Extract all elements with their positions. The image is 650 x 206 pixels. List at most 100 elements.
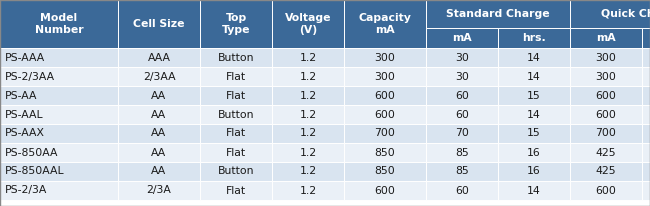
Text: PS-AAX: PS-AAX	[5, 129, 45, 138]
Text: 14: 14	[527, 185, 541, 195]
Text: 85: 85	[455, 147, 469, 158]
Bar	[642, 124, 650, 143]
Text: mA: mA	[452, 33, 472, 43]
Bar	[344, 67, 426, 86]
Text: Flat: Flat	[226, 147, 246, 158]
Text: 16: 16	[527, 166, 541, 177]
Text: 1.2: 1.2	[300, 110, 317, 119]
Text: Standard Charge: Standard Charge	[446, 9, 550, 19]
Text: 70: 70	[455, 129, 469, 138]
Text: AA: AA	[151, 90, 166, 101]
Text: Voltage
(V): Voltage (V)	[285, 13, 332, 35]
Text: Button: Button	[218, 53, 254, 62]
Bar	[498, 124, 570, 143]
Bar	[344, 0, 426, 48]
Bar	[272, 48, 344, 67]
Bar	[426, 162, 498, 181]
Bar	[570, 181, 642, 200]
Bar	[570, 124, 642, 143]
Text: 1.2: 1.2	[300, 185, 317, 195]
Text: 30: 30	[455, 71, 469, 82]
Bar	[642, 105, 650, 124]
Bar	[118, 124, 200, 143]
Bar	[498, 181, 570, 200]
Bar	[426, 67, 498, 86]
Text: 600: 600	[374, 185, 395, 195]
Bar	[272, 105, 344, 124]
Bar	[426, 0, 570, 28]
Bar	[344, 105, 426, 124]
Bar	[0, 162, 118, 181]
Bar	[570, 162, 642, 181]
Bar	[426, 124, 498, 143]
Bar	[642, 48, 650, 67]
Text: 425: 425	[595, 166, 616, 177]
Text: Flat: Flat	[226, 90, 246, 101]
Bar	[0, 67, 118, 86]
Text: 300: 300	[595, 53, 616, 62]
Text: 60: 60	[455, 110, 469, 119]
Bar	[200, 86, 272, 105]
Text: 600: 600	[595, 110, 616, 119]
Bar	[272, 86, 344, 105]
Bar	[200, 105, 272, 124]
Text: Button: Button	[218, 110, 254, 119]
Text: 60: 60	[455, 90, 469, 101]
Text: mA: mA	[596, 33, 616, 43]
Bar	[344, 143, 426, 162]
Bar	[498, 67, 570, 86]
Text: 14: 14	[527, 71, 541, 82]
Bar	[272, 0, 344, 48]
Bar	[426, 105, 498, 124]
Bar	[344, 48, 426, 67]
Text: Button: Button	[218, 166, 254, 177]
Text: PS-2/3A: PS-2/3A	[5, 185, 47, 195]
Bar	[498, 105, 570, 124]
Text: 1.2: 1.2	[300, 71, 317, 82]
Text: 2/3A: 2/3A	[146, 185, 172, 195]
Bar	[426, 181, 498, 200]
Text: Capacity
mA: Capacity mA	[359, 13, 411, 35]
Bar	[272, 162, 344, 181]
Text: 1.2: 1.2	[300, 90, 317, 101]
Bar	[118, 86, 200, 105]
Text: 15: 15	[527, 90, 541, 101]
Text: AA: AA	[151, 129, 166, 138]
Bar	[0, 86, 118, 105]
Bar	[200, 143, 272, 162]
Bar	[426, 86, 498, 105]
Bar	[200, 162, 272, 181]
Bar	[570, 67, 642, 86]
Bar	[0, 124, 118, 143]
Bar	[642, 181, 650, 200]
Bar	[642, 143, 650, 162]
Bar	[0, 48, 118, 67]
Text: PS-AAA: PS-AAA	[5, 53, 46, 62]
Text: Flat: Flat	[226, 129, 246, 138]
Text: 300: 300	[374, 71, 395, 82]
Bar	[0, 0, 118, 48]
Text: PS-850AA: PS-850AA	[5, 147, 58, 158]
Bar	[570, 0, 650, 28]
Text: 14: 14	[527, 53, 541, 62]
Text: 600: 600	[374, 110, 395, 119]
Bar	[570, 105, 642, 124]
Text: PS-2/3AA: PS-2/3AA	[5, 71, 55, 82]
Bar	[570, 143, 642, 162]
Bar	[200, 48, 272, 67]
Bar	[200, 67, 272, 86]
Text: 60: 60	[455, 185, 469, 195]
Bar	[426, 48, 498, 67]
Bar	[200, 181, 272, 200]
Bar	[118, 105, 200, 124]
Bar	[0, 143, 118, 162]
Text: Flat: Flat	[226, 185, 246, 195]
Bar	[570, 86, 642, 105]
Text: AA: AA	[151, 147, 166, 158]
Text: Quick Charge: Quick Charge	[601, 9, 650, 19]
Text: Cell Size: Cell Size	[133, 19, 185, 29]
Bar	[642, 162, 650, 181]
Bar	[272, 124, 344, 143]
Bar	[570, 48, 642, 67]
Bar	[498, 162, 570, 181]
